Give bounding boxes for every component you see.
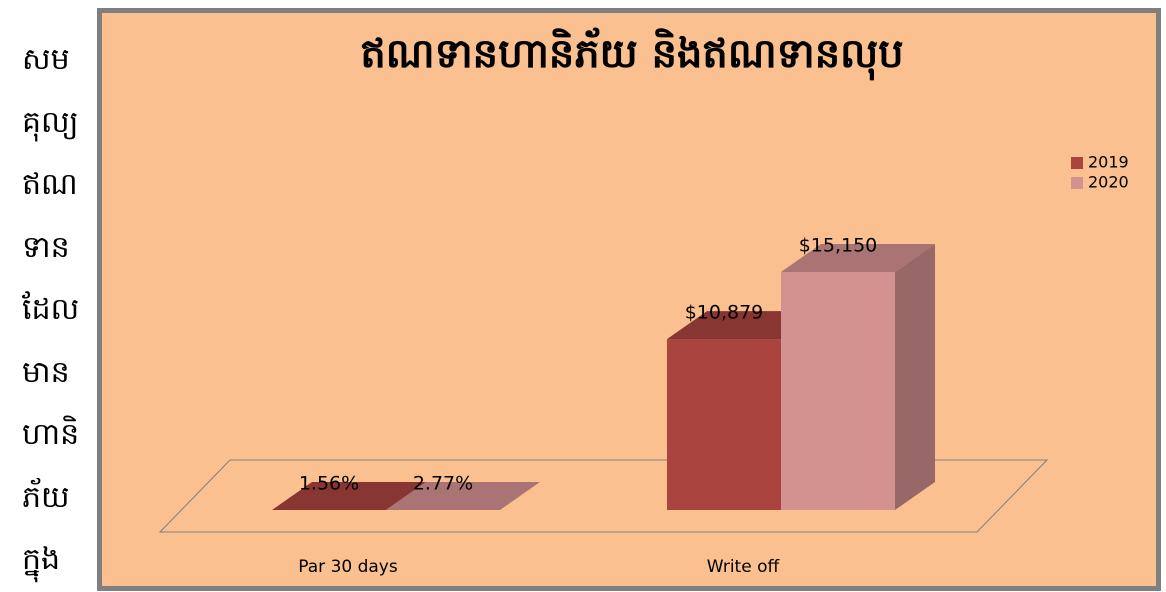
- bar: [781, 272, 895, 510]
- side-text-line: ភ័យ: [22, 479, 70, 515]
- x-tick-label: Par 30 days: [298, 557, 398, 577]
- data-label: 1.56%: [299, 472, 359, 494]
- side-text-line: ក្នុង: [22, 542, 61, 577]
- bar-top: [386, 481, 540, 510]
- side-text-line: ហានិ: [22, 417, 80, 452]
- side-text-line: ដែល: [22, 292, 80, 327]
- bar-side: [895, 244, 935, 510]
- side-text-line: សម: [22, 42, 70, 77]
- side-text-line: គុល្យ: [22, 104, 79, 140]
- chart-title: ឥណទានហានិភ័យ និងឥណទានលុប: [360, 27, 903, 81]
- x-tick-label: Write off: [707, 557, 781, 577]
- chart-frame: [97, 8, 1161, 591]
- side-text-line: ទាន: [22, 229, 70, 265]
- bar: [667, 339, 781, 510]
- legend-label: 2020: [1088, 173, 1129, 192]
- legend-label: 2019: [1088, 153, 1129, 172]
- data-label: 2.77%: [413, 472, 473, 494]
- side-text-line: មាន: [22, 354, 70, 390]
- bar-side: [500, 481, 540, 510]
- legend-swatch: [1071, 157, 1083, 169]
- side-text: សមគុល្យឥណទានដែលមានហានិភ័យក្នុង: [0, 0, 95, 592]
- bar-top: [781, 244, 935, 272]
- legend-swatch: [1071, 177, 1083, 189]
- bar-top: [272, 481, 426, 510]
- data-label: $10,879: [685, 302, 764, 324]
- side-text-line: ឥណ: [22, 167, 78, 202]
- floor: [158, 459, 1049, 533]
- data-label: $15,150: [799, 235, 878, 257]
